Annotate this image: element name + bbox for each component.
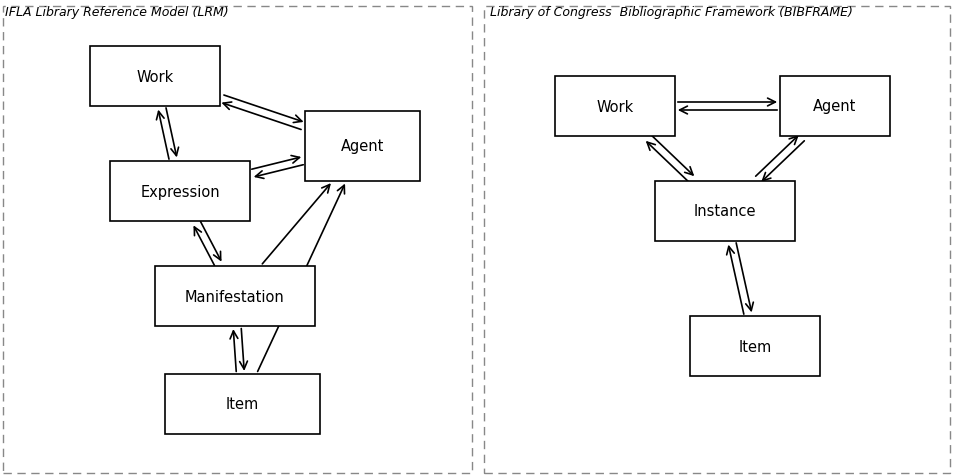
Bar (555, 77, 675, 137)
Text: Library of Congress  Bibliographic Framework (BIBFRAME): Library of Congress Bibliographic Framew… (490, 6, 853, 19)
FancyArrowPatch shape (255, 165, 303, 179)
FancyArrowPatch shape (240, 329, 248, 369)
FancyArrowPatch shape (680, 107, 777, 115)
FancyArrowPatch shape (166, 109, 179, 156)
Bar (484, 7, 950, 473)
Bar (155, 267, 315, 327)
FancyArrowPatch shape (755, 137, 797, 177)
FancyArrowPatch shape (251, 156, 299, 170)
FancyArrowPatch shape (647, 143, 689, 183)
Bar (780, 77, 890, 137)
FancyArrowPatch shape (230, 331, 238, 372)
Text: Work: Work (137, 69, 174, 84)
Text: Item: Item (738, 339, 771, 354)
FancyArrowPatch shape (678, 99, 775, 107)
Bar (165, 374, 320, 434)
Text: Agent: Agent (340, 139, 384, 154)
FancyArrowPatch shape (736, 243, 753, 311)
FancyArrowPatch shape (651, 136, 693, 176)
Bar (690, 317, 820, 376)
FancyArrowPatch shape (223, 103, 301, 130)
Text: IFLA Library Reference Model (LRM): IFLA Library Reference Model (LRM) (5, 6, 228, 19)
FancyArrowPatch shape (262, 185, 330, 264)
Text: Work: Work (597, 99, 634, 114)
Text: Item: Item (226, 397, 259, 412)
Text: Manifestation: Manifestation (185, 289, 285, 304)
FancyArrowPatch shape (157, 112, 169, 160)
Bar (90, 47, 220, 107)
Text: Instance: Instance (694, 204, 756, 219)
FancyArrowPatch shape (194, 228, 214, 266)
Bar (3, 7, 472, 473)
Bar (655, 182, 795, 241)
FancyArrowPatch shape (224, 96, 302, 123)
FancyArrowPatch shape (201, 222, 221, 260)
FancyArrowPatch shape (763, 141, 804, 181)
FancyArrowPatch shape (257, 186, 344, 372)
Bar (305, 112, 420, 182)
Text: Agent: Agent (814, 99, 857, 114)
Bar (110, 162, 250, 221)
Text: Expression: Expression (141, 184, 220, 199)
FancyArrowPatch shape (727, 247, 744, 315)
